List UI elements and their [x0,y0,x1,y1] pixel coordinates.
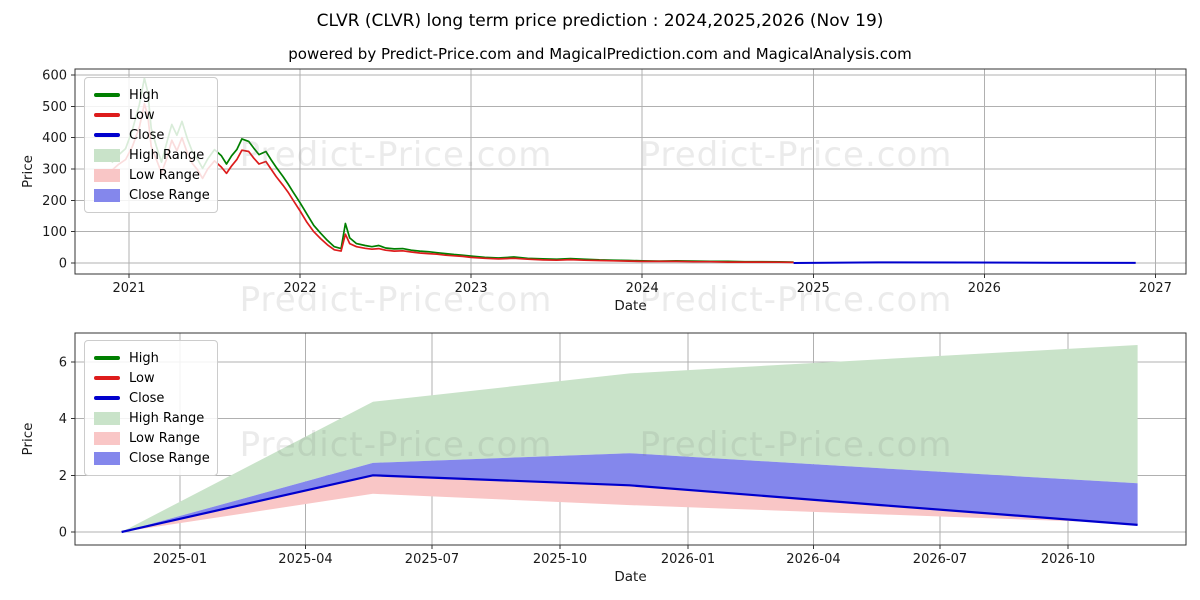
top-chart-tick-label-y: 300 [42,163,67,178]
top-chart-tick-label-y: 0 [59,257,67,272]
legend-item-high-range: High Range [94,408,209,428]
legend-line-swatch [94,93,120,97]
close-line [121,474,1138,534]
legend-item-close-range: Close Range [94,448,210,468]
legend-item-close-range: Close Range [94,185,210,205]
legend-line-swatch [94,113,120,117]
legend-patch-swatch [94,188,120,202]
legend-item-high: High [94,85,209,105]
low-range-band [121,475,1138,532]
legend-patch-swatch [94,431,120,445]
page-subtitle: powered by Predict-Price.com and Magical… [288,45,912,63]
legend-patch-swatch [94,148,120,162]
legend-item-low: Low [94,368,209,388]
legend-item-low-range: Low Range [94,428,209,448]
top-chart-tick-label-y: 100 [42,225,67,240]
legend-item-label: High Range [129,410,205,426]
top-chart-tick-label-y: 600 [42,69,67,84]
legend-patch-swatch [94,411,120,425]
bottom-chart-xaxis-label: Date [614,569,646,585]
bottom-chart-tick-label-x: 2026-04 [786,552,840,567]
top-chart-yaxis-label: Price [20,155,36,188]
watermark-text: Predict-Price.com [240,425,553,465]
watermark-text: Predict-Price.com [640,280,953,320]
legend-line-swatch [94,133,120,137]
bottom-chart-tick-label-y: 0 [59,526,67,541]
bottom-chart-tick-label-x: 2026-01 [661,552,715,567]
watermark-text: Predict-Price.com [640,425,953,465]
legend-item-low-range: Low Range [94,165,209,185]
legend-item-label: Low [129,107,155,123]
high-range-band [121,345,1138,532]
top-chart-tick-label-x: 2027 [1139,281,1172,296]
watermark-text: Predict-Price.com [240,135,553,175]
bottom-chart-tick-label-x: 2025-04 [278,552,332,567]
close-range-band [121,453,1138,532]
top-chart-tick-label-x: 2022 [284,281,317,296]
top-chart-tick-label-x: 2026 [968,281,1001,296]
legend-item-label: Close [129,390,165,406]
legend-item-label: Close [129,127,165,143]
top-chart-xaxis-label: Date [614,298,646,314]
top-chart-tick-label-y: 200 [42,194,67,209]
top-chart-tick-label-x: 2024 [626,281,659,296]
legend-bottom-chart: High Low Close High Range Low Range Close Ran… [84,340,218,476]
legend-item-high: High [94,348,209,368]
legend-item-label: Close Range [129,187,210,203]
legend-item-label: High [129,350,159,366]
bottom-chart-tick-label-y: 2 [59,469,67,484]
page-title: CLVR (CLVR) long term price prediction :… [316,11,884,31]
bottom-chart-tick-label-x: 2026-10 [1041,552,1095,567]
bottom-chart-yaxis-label: Price [20,423,36,456]
watermark-text: Predict-Price.com [640,135,953,175]
top-chart-tick-label-x: 2023 [455,281,488,296]
bottom-chart-tick-label-x: 2026-07 [913,552,967,567]
legend-patch-swatch [94,451,120,465]
legend-item-label: High [129,87,159,103]
legend-top-chart: High Low Close High Range Low Range Close Ran… [84,77,218,213]
legend-item-label: Low Range [129,167,200,183]
top-chart-tick-label-y: 400 [42,131,67,146]
bottom-chart-tick-label-y: 6 [59,356,67,371]
legend-item-high-range: High Range [94,145,209,165]
top-chart-tick-label-x: 2021 [112,281,145,296]
bottom-chart-tick-label-x: 2025-01 [153,552,207,567]
legend-item-label: Low [129,370,155,386]
legend-item-label: Low Range [129,430,200,446]
watermark-text: Predict-Price.com [240,280,553,320]
legend-item-low: Low [94,105,209,125]
legend-patch-swatch [94,168,120,182]
top-chart-tick-label-x: 2025 [797,281,830,296]
close-prediction-line [793,261,1136,264]
legend-item-label: High Range [129,147,205,163]
bottom-chart-tick-label-y: 4 [59,412,67,427]
top-chart-tick-label-y: 500 [42,100,67,115]
legend-line-swatch [94,396,120,400]
legend-item-close: Close [94,388,209,408]
top-chart-spines [74,68,1187,275]
legend-item-label: Close Range [129,450,210,466]
bottom-chart-tick-label-x: 2025-07 [405,552,459,567]
bottom-chart-spines [74,332,1187,546]
legend-line-swatch [94,376,120,380]
bottom-chart-tick-label-x: 2025-10 [533,552,587,567]
legend-line-swatch [94,356,120,360]
legend-item-close: Close [94,125,209,145]
